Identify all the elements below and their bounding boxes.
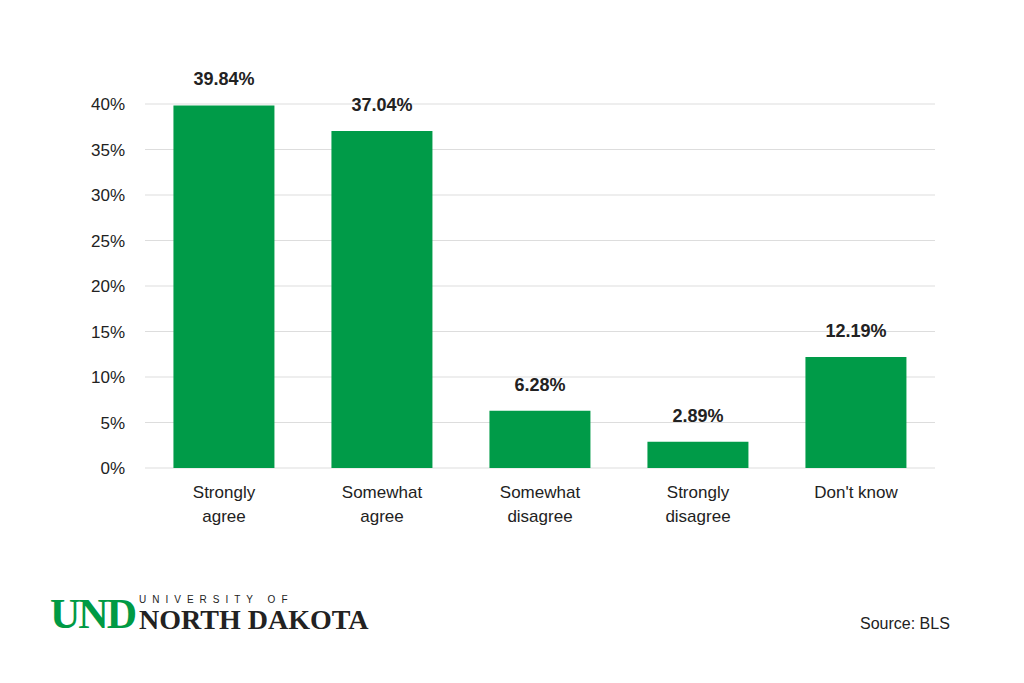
svg-text:12.19%: 12.19%: [825, 321, 886, 341]
svg-text:Somewhatdisagree: Somewhatdisagree: [500, 483, 581, 526]
svg-text:20%: 20%: [91, 277, 125, 296]
svg-text:10%: 10%: [91, 368, 125, 387]
html-text:UND: UND: [50, 591, 135, 637]
svg-text:Stronglydisagree: Stronglydisagree: [665, 483, 730, 526]
svg-text:15%: 15%: [91, 323, 125, 342]
svg-text:25%: 25%: [91, 232, 125, 251]
svg-text:Stronglyagree: Stronglyagree: [193, 483, 256, 526]
svg-text:30%: 30%: [91, 186, 125, 205]
svg-text:39.84%: 39.84%: [193, 69, 254, 89]
svg-text:6.28%: 6.28%: [514, 375, 565, 395]
svg-text:0%: 0%: [100, 459, 125, 478]
svg-text:37.04%: 37.04%: [351, 95, 412, 115]
svg-text:5%: 5%: [100, 414, 125, 433]
html-text:Source: BLS: Source: BLS: [860, 615, 950, 632]
svg-text:35%: 35%: [91, 141, 125, 160]
svg-text:Somewhatagree: Somewhatagree: [342, 483, 423, 526]
html-text:UNIVERSITY OF: UNIVERSITY OF: [139, 594, 294, 605]
svg-text:2.89%: 2.89%: [672, 406, 723, 426]
svg-text:Don't know: Don't know: [814, 483, 898, 502]
html-text:NORTH DAKOTA: NORTH DAKOTA: [139, 604, 369, 635]
svg-text:40%: 40%: [91, 95, 125, 114]
